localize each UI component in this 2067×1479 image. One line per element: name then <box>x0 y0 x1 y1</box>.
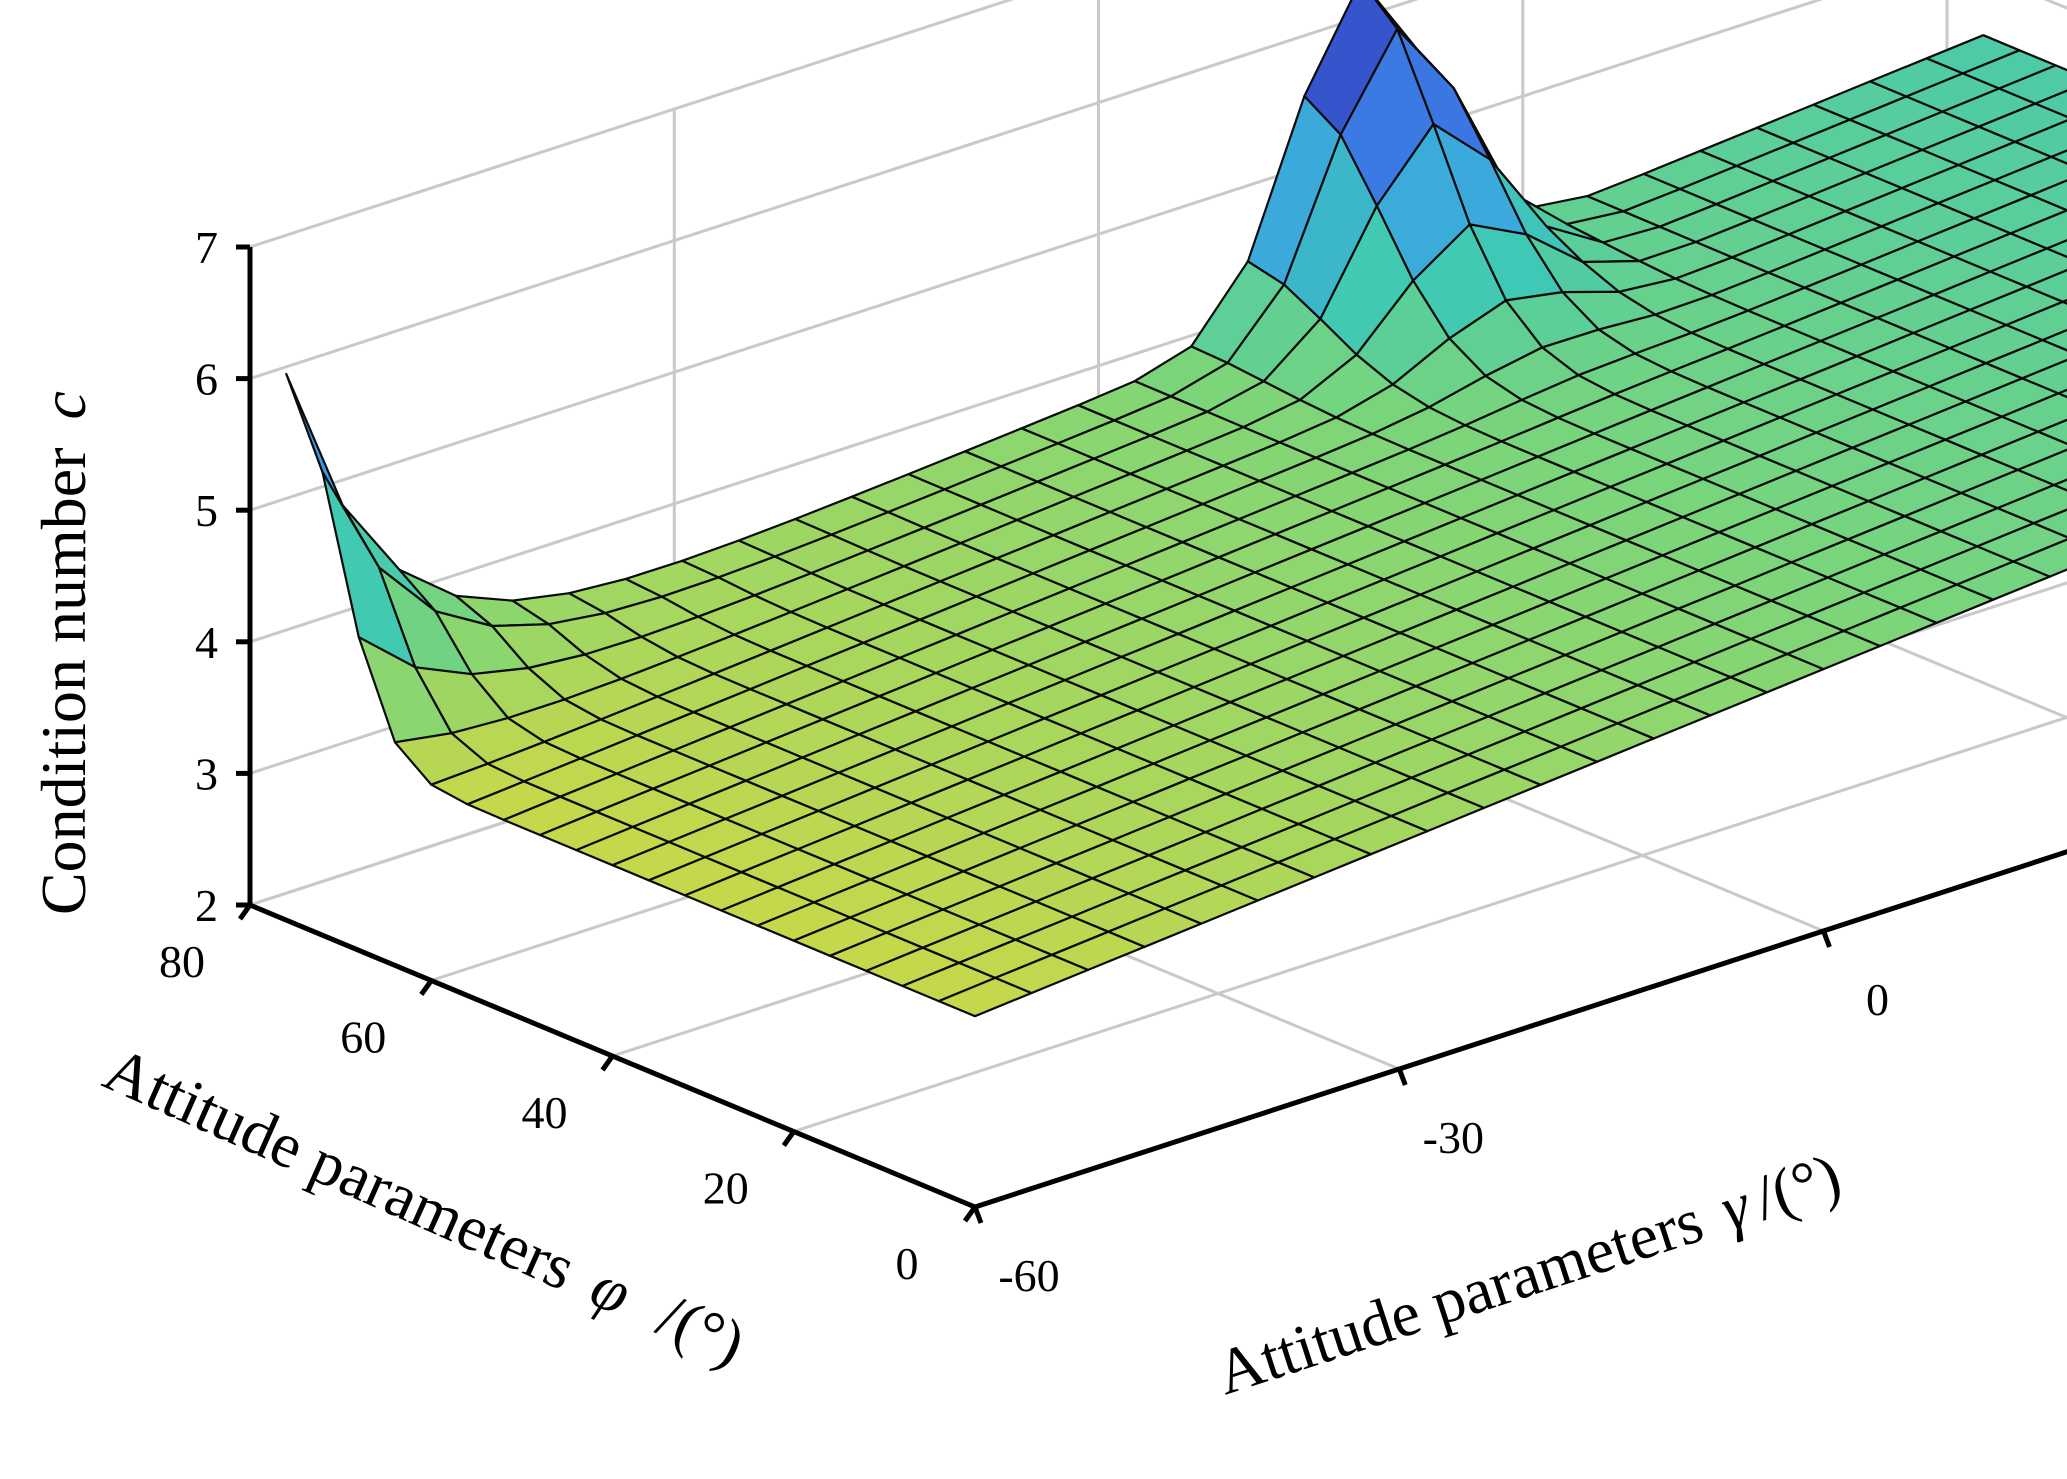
gamma-axis-label: Attitude parametersγ/(°) <box>1207 1139 1849 1408</box>
phi-tick-label: 80 <box>159 936 205 987</box>
gamma-axis-unit: /(°) <box>1745 1139 1849 1233</box>
surface-patch <box>2053 478 2067 492</box>
surface-patch <box>2032 508 2067 539</box>
phi-tick-label: 20 <box>703 1163 749 1214</box>
surface-layer <box>285 0 2067 1018</box>
surface-patch <box>2041 328 2067 352</box>
z-tick-label: 6 <box>195 354 218 405</box>
phi-axis-symbol: φ <box>581 1250 642 1329</box>
surface-patch <box>1998 64 2067 105</box>
surface-patch <box>2034 89 2067 118</box>
gamma-tick-label: 0 <box>1866 974 1889 1025</box>
surface-patch <box>2029 179 2067 212</box>
phi-axis-label-text: Attitude parameters <box>94 1033 586 1304</box>
z-tick-label: 3 <box>195 748 218 799</box>
z-axis-label: Condition number c <box>28 391 99 915</box>
phi-axis-label: Attitude parametersφ/(°) <box>94 1033 755 1379</box>
phi-tick-mark <box>419 979 434 996</box>
phi-tick-label: 0 <box>896 1238 919 1289</box>
surface-patch <box>2025 269 2067 303</box>
gamma-tick-mark <box>1396 1068 1408 1086</box>
surface-patch <box>2057 388 2067 399</box>
surface-patch <box>2012 538 2067 578</box>
z-axis-symbol: c <box>28 391 99 419</box>
gamma-axis-label-text: Attitude parameters <box>1207 1184 1711 1408</box>
surface-patch <box>2016 448 2067 487</box>
gamma-tick-mark <box>1821 930 1832 948</box>
surface-patch <box>2050 149 2067 165</box>
phi-tick-mark <box>237 903 253 921</box>
surface-patch <box>2037 418 2067 445</box>
gamma-tick-label: -30 <box>1423 1112 1484 1163</box>
phi-tick-label: 60 <box>340 1012 386 1063</box>
surface-patch <box>2045 239 2067 259</box>
surface-patch <box>2014 119 2067 158</box>
z-tick-label: 5 <box>195 485 218 536</box>
z-tick-label: 7 <box>195 222 218 273</box>
surface-patch <box>2021 358 2067 395</box>
phi-tick-label: 40 <box>522 1087 568 1138</box>
z-tick-label: 4 <box>195 617 218 668</box>
z-tick-label: 2 <box>195 880 218 931</box>
gamma-tick-label: -60 <box>998 1250 1059 1301</box>
back-wall-grid-line-z <box>249 0 1015 249</box>
surface-patch <box>2009 209 2067 250</box>
z-axis-label-text: Condition number <box>28 447 99 915</box>
gamma-tick-mark <box>972 1206 984 1224</box>
phi-tick-mark <box>600 1054 615 1072</box>
phi-axis-unit: /(°) <box>648 1279 755 1379</box>
surface-patch <box>2061 298 2067 305</box>
phi-tick-mark <box>781 1130 796 1147</box>
